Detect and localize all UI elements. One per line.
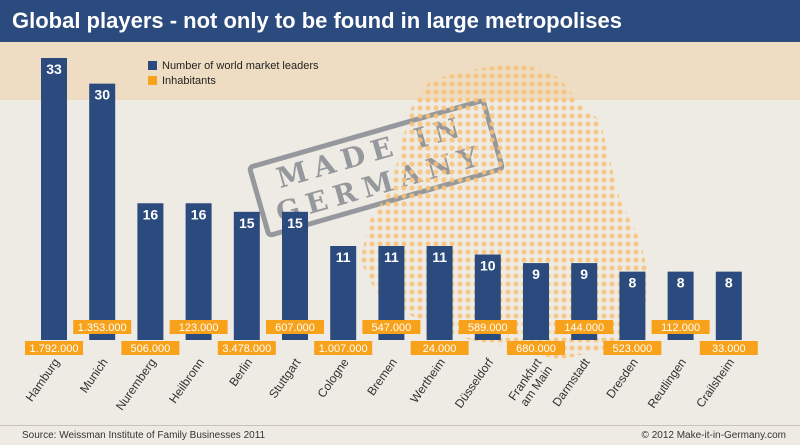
bar-value-label-2: 16 (143, 206, 159, 222)
inhabitants-label-13: 112.000 (661, 322, 700, 334)
bar-value-label-10: 9 (532, 266, 540, 282)
inhabitants-label-4: 3.478.000 (222, 343, 271, 355)
category-label-8: Wertheim (407, 356, 448, 406)
legend-item-leaders: Number of world market leaders (148, 58, 319, 73)
bar-leaders-14 (715, 271, 742, 340)
copyright-note: © 2012 Make-it-in-Germany.com (641, 430, 786, 441)
bar-leaders-0 (41, 58, 67, 340)
bar-leaders-1 (89, 83, 116, 341)
category-label-5: Stuttgart (266, 355, 304, 401)
inhabitants-label-9: 589.000 (468, 322, 508, 334)
inhabitants-label-5: 607.000 (275, 322, 315, 334)
bar-value-label-0: 33 (46, 61, 62, 77)
source-note: Source: Weissman Institute of Family Bus… (22, 430, 266, 441)
category-label-text: Düsseldorf (452, 355, 497, 411)
inhabitants-label-2: 506.000 (131, 343, 171, 355)
category-label-text: Darmstadt (549, 355, 593, 409)
bar-value-label-12: 8 (629, 275, 637, 291)
chart-title: Global players - not only to be found in… (0, 0, 800, 42)
inhabitants-box-13 (651, 320, 710, 334)
category-label-0: Hamburg (23, 356, 63, 404)
category-label-text: Wertheim (407, 356, 448, 406)
inhabitants-box-1 (73, 320, 132, 334)
inhabitants-label-1: 1.353.000 (78, 322, 127, 334)
inhabitants-label-0: 1.792.000 (30, 343, 79, 355)
category-label-text: Reutlingen (645, 356, 689, 411)
inhabitants-box-10 (507, 341, 565, 355)
category-label-text: Cologne (315, 355, 352, 400)
inhabitants-label-14: 33.000 (712, 343, 746, 355)
bar-leaders-10 (523, 263, 549, 340)
inhabitants-label-8: 24.000 (423, 343, 457, 355)
inhabitants-box-7 (362, 320, 421, 334)
inhabitants-box-11 (555, 320, 614, 334)
bar-value-label-8: 11 (432, 249, 447, 265)
inhabitants-box-6 (314, 341, 373, 355)
bar-leaders-2 (137, 203, 164, 340)
bar-leaders-8 (426, 246, 453, 340)
bar-value-label-9: 10 (480, 258, 496, 274)
inhabitants-label-11: 144.000 (564, 322, 604, 334)
inhabitants-box-4 (217, 341, 276, 355)
category-label-text: Hamburg (23, 356, 63, 404)
category-label-1: Munich (77, 356, 111, 396)
legend: Number of world market leaders Inhabitan… (148, 58, 319, 88)
inhabitants-label-3: 123.000 (179, 322, 219, 334)
bar-value-label-14: 8 (725, 275, 733, 291)
bar-value-label-1: 30 (94, 87, 110, 103)
bar-leaders-5 (282, 211, 308, 340)
inhabitants-box-12 (603, 341, 662, 355)
inhabitants-label-6: 1.007.000 (319, 343, 368, 355)
category-label-11: Darmstadt (549, 355, 593, 409)
category-label-9: Düsseldorf (452, 355, 497, 411)
inhabitants-box-8 (410, 341, 469, 355)
category-label-4: Berlin (226, 356, 255, 389)
bar-leaders-3 (185, 203, 212, 340)
inhabitants-box-9 (458, 320, 517, 334)
legend-item-inhabitants: Inhabitants (148, 73, 319, 88)
inhabitants-label-10: 680.000 (516, 343, 556, 355)
inhabitants-box-0 (25, 341, 83, 355)
bar-value-label-3: 16 (191, 206, 207, 222)
bar-value-label-4: 15 (239, 215, 255, 231)
bar-value-label-6: 11 (336, 249, 351, 265)
footer: Source: Weissman Institute of Family Bus… (0, 425, 800, 445)
legend-label-leaders: Number of world market leaders (162, 59, 319, 72)
category-label-13: Reutlingen (645, 356, 689, 411)
category-label-text: Stuttgart (266, 355, 304, 401)
bar-value-label-5: 15 (287, 215, 303, 231)
inhabitants-label-7: 547.000 (372, 322, 412, 334)
bar-leaders-12 (619, 271, 646, 340)
category-label-6: Cologne (315, 355, 352, 400)
category-label-14: Crailsheim (693, 356, 737, 410)
bar-value-label-11: 9 (580, 266, 588, 282)
category-label-text: Nuremberg (113, 356, 159, 413)
category-label-text: Crailsheim (693, 356, 737, 410)
bar-value-label-7: 11 (384, 249, 399, 265)
legend-swatch-inhabitants (148, 76, 157, 85)
category-label-text: Dresden (603, 356, 640, 401)
inhabitants-box-3 (169, 320, 228, 334)
inhabitants-box-5 (266, 320, 324, 334)
category-label-2: Nuremberg (113, 356, 159, 413)
inhabitants-label-12: 523.000 (613, 343, 653, 355)
legend-swatch-leaders (148, 61, 157, 70)
category-label-12: Dresden (603, 356, 640, 401)
category-label-text: Munich (77, 356, 111, 396)
category-label-7: Bremen (364, 356, 400, 398)
bar-leaders-4 (233, 211, 260, 340)
category-label-text: Bremen (364, 356, 400, 398)
bar-leaders-6 (330, 246, 357, 340)
category-label-text: Berlin (226, 356, 255, 389)
category-label-3: Heilbronn (166, 356, 207, 406)
inhabitants-box-2 (121, 341, 180, 355)
category-label-text: Heilbronn (166, 356, 207, 406)
inhabitants-box-14 (699, 341, 758, 355)
bar-value-label-13: 8 (677, 275, 685, 291)
header-band (0, 42, 800, 100)
legend-label-inhabitants: Inhabitants (162, 74, 216, 87)
